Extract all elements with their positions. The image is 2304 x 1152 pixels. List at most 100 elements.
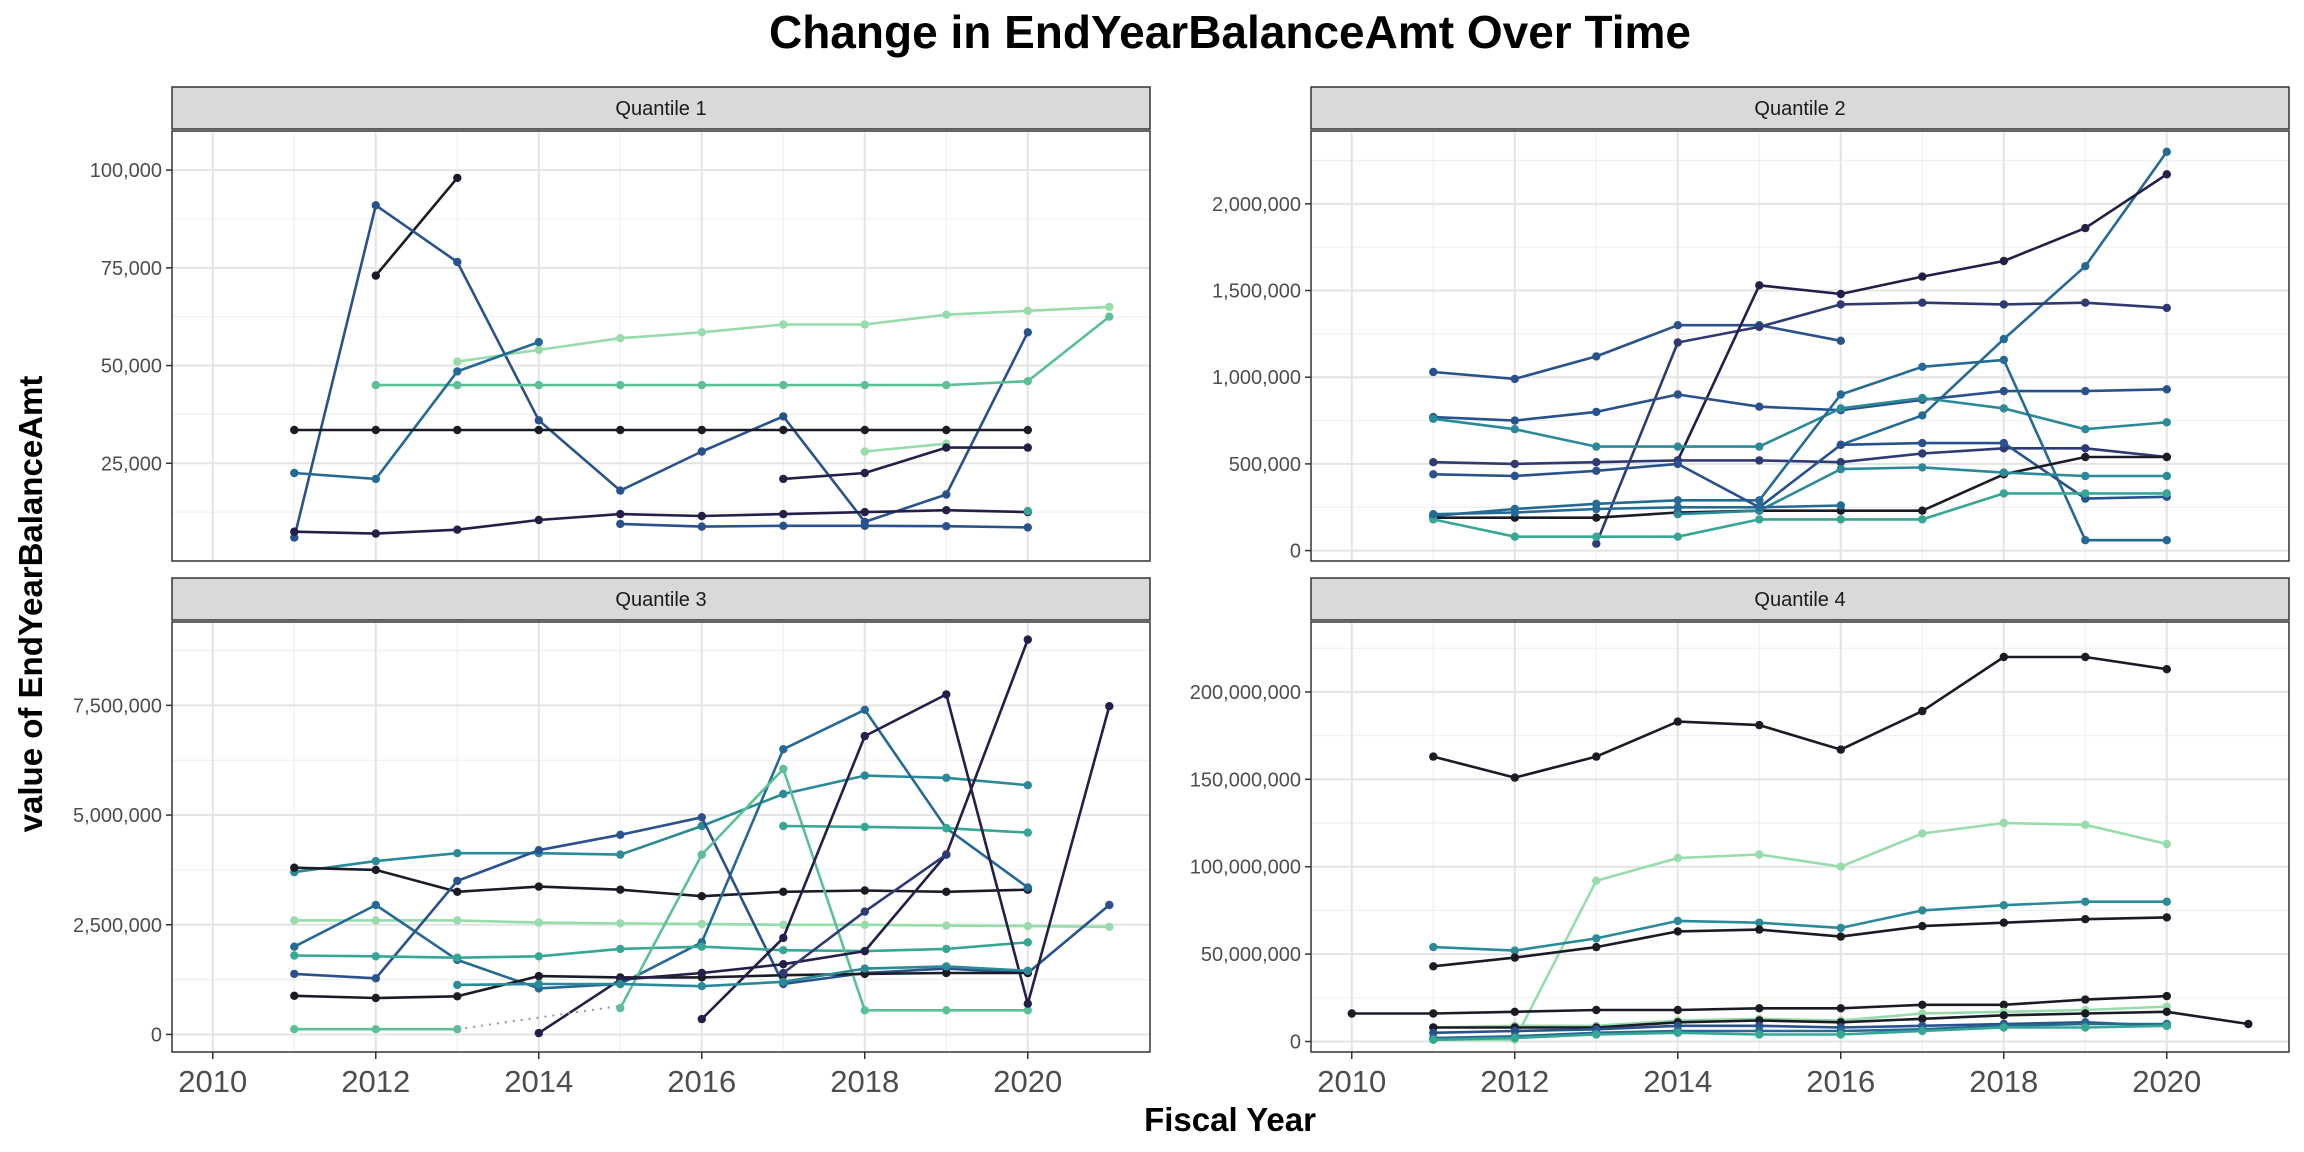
data-point (1023, 938, 1032, 947)
data-point (942, 380, 951, 390)
data-point (860, 771, 869, 780)
data-point (290, 916, 299, 925)
data-point (1755, 442, 1764, 451)
data-point (2162, 1021, 2171, 1030)
data-point (1999, 652, 2009, 662)
data-point (1836, 745, 1846, 754)
data-point (1999, 438, 2009, 448)
data-point (2081, 897, 2090, 906)
data-point (1510, 508, 1520, 517)
data-point (1510, 1007, 1520, 1016)
data-point (453, 876, 462, 886)
data-point (1918, 515, 1927, 524)
data-point (942, 490, 951, 499)
data-point (1836, 1030, 1846, 1039)
data-point (2162, 897, 2171, 906)
data-point (1023, 999, 1032, 1008)
data-point (2162, 471, 2171, 481)
data-point (1836, 404, 1846, 413)
series-line (374, 177, 459, 277)
data-point (1836, 515, 1846, 524)
data-point (1429, 510, 1438, 519)
major-gridlines (172, 131, 1150, 561)
data-point (1755, 322, 1764, 332)
data-point (779, 920, 788, 929)
y-axis: 25,000 50,000 75,000 100,000 (90, 160, 172, 475)
data-point (1510, 532, 1520, 541)
data-point (616, 944, 625, 954)
data-point (1836, 464, 1846, 474)
panel-border (1310, 621, 2290, 1053)
data-point (290, 969, 299, 979)
data-point (290, 468, 299, 478)
data-point (371, 1025, 380, 1034)
data-point (779, 380, 788, 390)
y-axis: 0 50,000,000 100,000,000 150,000,000 200,000… (1190, 682, 1311, 1054)
x-axis: 2010 2012 2014 2016 2018 2020 (1317, 1052, 2201, 1099)
data-point (2162, 1007, 2171, 1016)
data-point (1999, 918, 2009, 927)
data-point (1836, 862, 1846, 871)
data-point (1592, 1005, 1601, 1015)
data-point (1023, 1006, 1032, 1015)
data-point (1510, 1033, 1520, 1043)
series-line (457, 1004, 621, 1031)
x-tick-label: 2020 (2132, 1064, 2201, 1099)
data-point (2162, 991, 2171, 1001)
series-line (1433, 916, 2167, 968)
data-point (534, 416, 543, 425)
x-tick-label: 2018 (1969, 1064, 2038, 1099)
data-point (1836, 440, 1846, 449)
data-point (779, 933, 788, 943)
series-line (1595, 301, 2167, 545)
data-point (1673, 503, 1683, 512)
data-point (697, 380, 706, 390)
data-point (2162, 665, 2171, 674)
data-point (860, 468, 869, 478)
series-line (294, 340, 540, 481)
data-point (860, 521, 869, 530)
data-point (1023, 828, 1032, 837)
data-point (697, 522, 706, 531)
data-point (2081, 652, 2090, 662)
data-point (1918, 272, 1927, 281)
data-point (1592, 752, 1601, 761)
y-tick-label: 100,000 (90, 160, 162, 182)
data-point (697, 328, 706, 337)
data-point (1592, 504, 1601, 514)
data-point (616, 519, 625, 529)
x-tick-label: 2020 (993, 1064, 1062, 1099)
data-point (2081, 262, 2090, 271)
data-point (1836, 336, 1846, 345)
minor-gridlines (1311, 131, 2289, 561)
data-point (1105, 312, 1114, 321)
x-tick-label: 2010 (1317, 1064, 1386, 1099)
y-tick-label: 150,000,000 (1190, 769, 1301, 791)
data-point (371, 993, 380, 1003)
data-point (779, 968, 788, 978)
major-gridlines (172, 622, 1150, 1052)
data-point (860, 964, 869, 973)
facet-panels: Quantile 125,00050,00075,000100,000Quant… (73, 86, 2290, 1099)
y-tick-label: 75,000 (101, 258, 162, 280)
data-point (1592, 442, 1601, 451)
data-point (2162, 385, 2171, 394)
panel-4: Quantile 4 0 50,000,000 100,000,000 150,000,… (1190, 577, 2290, 1099)
series-line (700, 693, 1111, 1021)
x-axis: 2010 2012 2014 2016 2018 2020 (178, 1052, 1062, 1099)
data-point (1673, 442, 1683, 451)
data-point (371, 380, 380, 390)
data-point (371, 900, 380, 910)
data-point (1673, 459, 1683, 469)
data-point (1023, 377, 1032, 386)
data-point (453, 380, 462, 390)
data-point (1918, 362, 1927, 371)
data-point (453, 257, 462, 267)
data-point (1999, 901, 2009, 910)
data-point (1510, 459, 1520, 469)
data-point (453, 887, 462, 896)
data-point (1592, 942, 1601, 952)
data-point (1510, 953, 1520, 962)
data-point (616, 850, 625, 859)
chart-title: Change in EndYearBalanceAmt Over Time (769, 6, 1691, 58)
